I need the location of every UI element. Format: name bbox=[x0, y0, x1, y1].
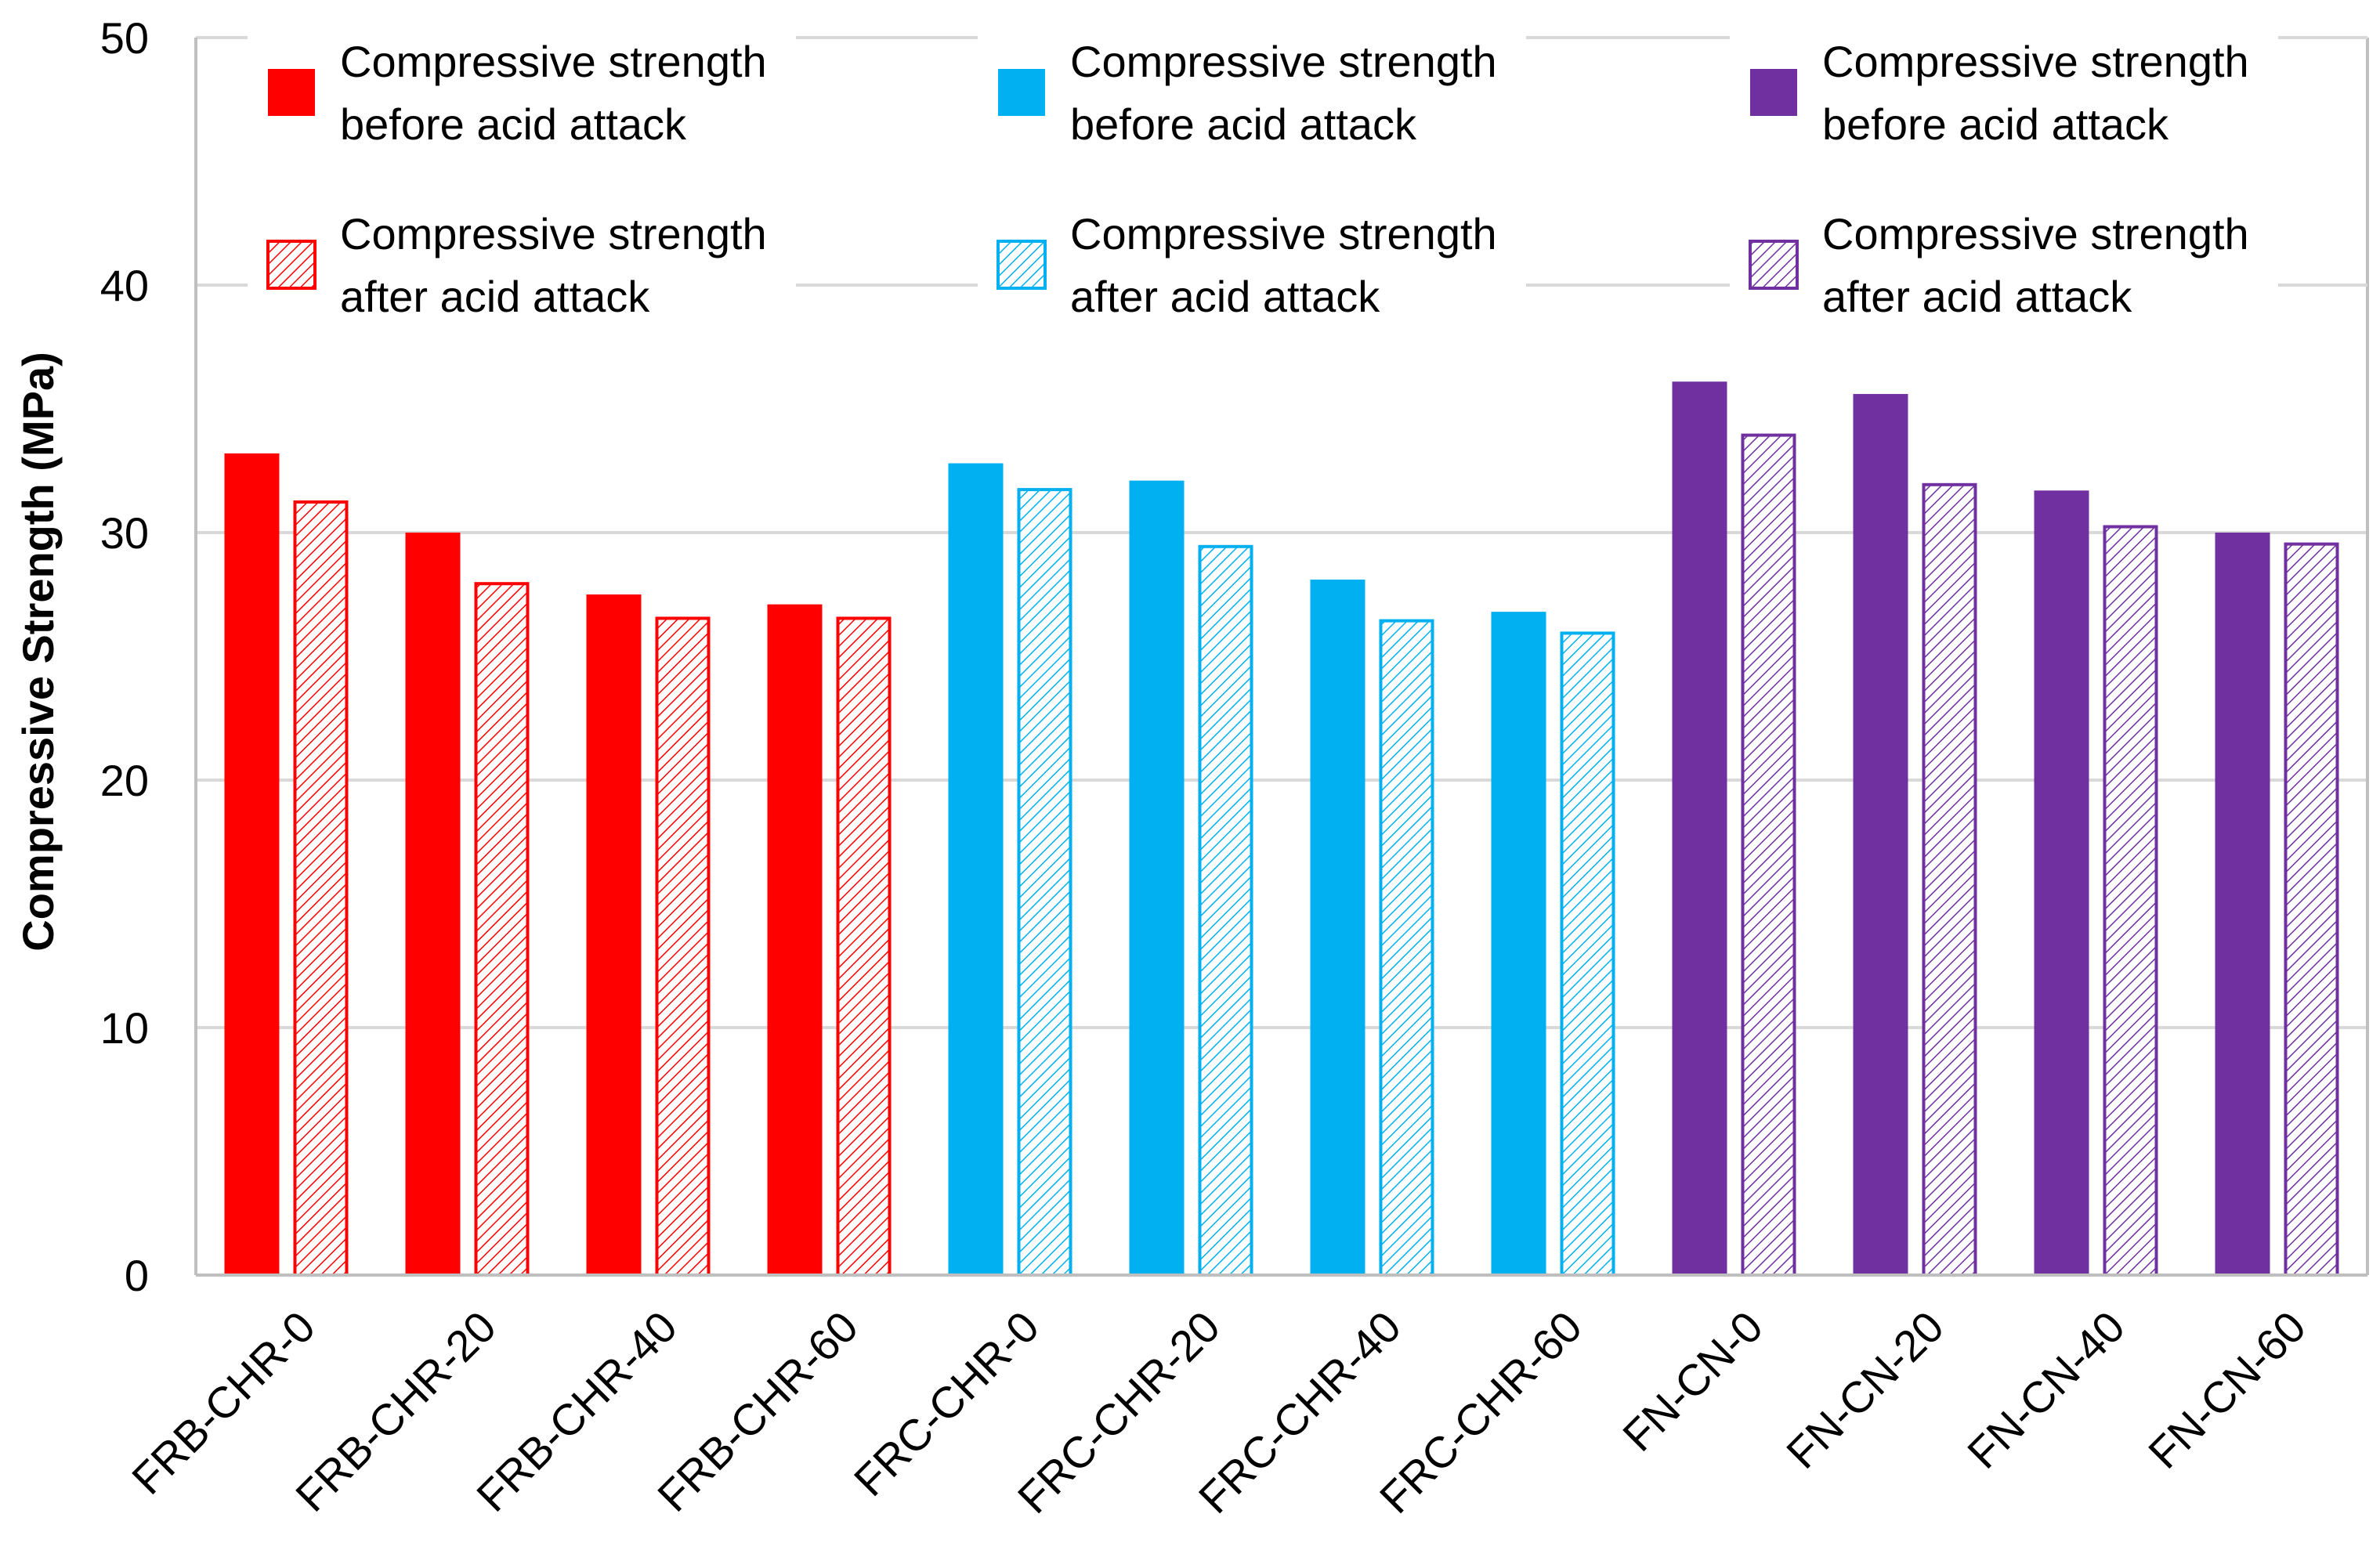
x-tick-label: FRC-CHR-0 bbox=[845, 1302, 1048, 1505]
bar-after-frb-chr-20 bbox=[474, 582, 530, 1277]
y-tick-label: 0 bbox=[125, 1251, 149, 1300]
legend-label-line1: Compressive strength bbox=[340, 37, 767, 86]
legend-entry-bg bbox=[1730, 188, 2278, 329]
legend-label-line2: before acid attack bbox=[340, 99, 687, 149]
bar-after-frb-chr-0 bbox=[293, 500, 349, 1277]
bar-before-frb-chr-60 bbox=[767, 604, 823, 1275]
x-tick-label: FRB-CHR-0 bbox=[122, 1302, 324, 1504]
legend-label-line1: Compressive strength bbox=[1070, 37, 1497, 86]
bar-after-fn-cn-40 bbox=[2103, 525, 2158, 1277]
legend-entry-bg bbox=[978, 188, 1526, 329]
bar-after-frc-chr-60 bbox=[1560, 631, 1615, 1277]
legend: Compressive strength before acid attack Co… bbox=[248, 16, 2367, 329]
legend-swatch bbox=[266, 240, 316, 290]
bar-before-frb-chr-0 bbox=[224, 453, 280, 1275]
y-tick-label: 20 bbox=[100, 756, 149, 805]
legend-label-line1: Compressive strength bbox=[1822, 209, 2249, 258]
bar-before-frc-chr-0 bbox=[948, 463, 1004, 1275]
x-tick-label: FN-CN-0 bbox=[1613, 1302, 1772, 1461]
y-tick-label: 30 bbox=[100, 508, 149, 558]
x-tick-label: FN-CN-40 bbox=[1958, 1302, 2134, 1478]
bar-after-frc-chr-20 bbox=[1198, 544, 1253, 1277]
legend-swatch bbox=[1750, 69, 1797, 116]
bar-after-frc-chr-40 bbox=[1379, 619, 1434, 1277]
legend-label-line1: Compressive strength bbox=[1822, 37, 2249, 86]
legend-swatch bbox=[1749, 240, 1799, 290]
legend-label-line1: Compressive strength bbox=[340, 209, 767, 258]
y-tick-label: 40 bbox=[100, 261, 149, 310]
bar-before-fn-cn-0 bbox=[1672, 381, 1727, 1275]
x-tick-label: FN-CN-20 bbox=[1777, 1302, 1953, 1478]
x-tick-label: FN-CN-60 bbox=[2139, 1302, 2315, 1478]
y-tick-label: 50 bbox=[100, 13, 149, 63]
legend-label-line2: after acid attack bbox=[340, 272, 650, 321]
bar-after-frb-chr-40 bbox=[655, 616, 711, 1277]
y-tick-label: 10 bbox=[100, 1003, 149, 1053]
bar-before-fn-cn-20 bbox=[1853, 394, 1908, 1275]
legend-label-line1: Compressive strength bbox=[1070, 209, 1497, 258]
legend-entry-bg bbox=[248, 16, 796, 157]
legend-entry-bg bbox=[248, 188, 796, 329]
legend-swatch bbox=[268, 69, 315, 116]
legend-label-line2: before acid attack bbox=[1822, 99, 2169, 149]
bar-before-frb-chr-20 bbox=[405, 533, 461, 1275]
legend-label-line2: before acid attack bbox=[1070, 99, 1417, 149]
legend-label-line2: after acid attack bbox=[1822, 272, 2132, 321]
legend-entry-bg bbox=[978, 16, 1526, 157]
bar-before-frc-chr-20 bbox=[1129, 480, 1185, 1275]
bar-before-fn-cn-40 bbox=[2034, 490, 2089, 1275]
bar-before-fn-cn-60 bbox=[2215, 533, 2270, 1275]
bars bbox=[224, 381, 2339, 1277]
bar-before-frc-chr-40 bbox=[1310, 580, 1365, 1275]
bar-after-fn-cn-0 bbox=[1741, 433, 1796, 1277]
bar-after-fn-cn-60 bbox=[2284, 542, 2339, 1277]
bar-after-frc-chr-0 bbox=[1017, 488, 1072, 1277]
legend-entry-bg bbox=[1730, 16, 2278, 157]
bar-after-fn-cn-20 bbox=[1922, 482, 1977, 1277]
y-axis-title: Compressive Strength (MPa) bbox=[13, 352, 63, 952]
bar-before-frc-chr-60 bbox=[1491, 612, 1546, 1275]
bar-before-frb-chr-40 bbox=[586, 594, 642, 1275]
legend-swatch bbox=[998, 69, 1045, 116]
legend-label-line2: after acid attack bbox=[1070, 272, 1380, 321]
legend-swatch bbox=[996, 240, 1047, 290]
bar-after-frb-chr-60 bbox=[836, 616, 892, 1277]
